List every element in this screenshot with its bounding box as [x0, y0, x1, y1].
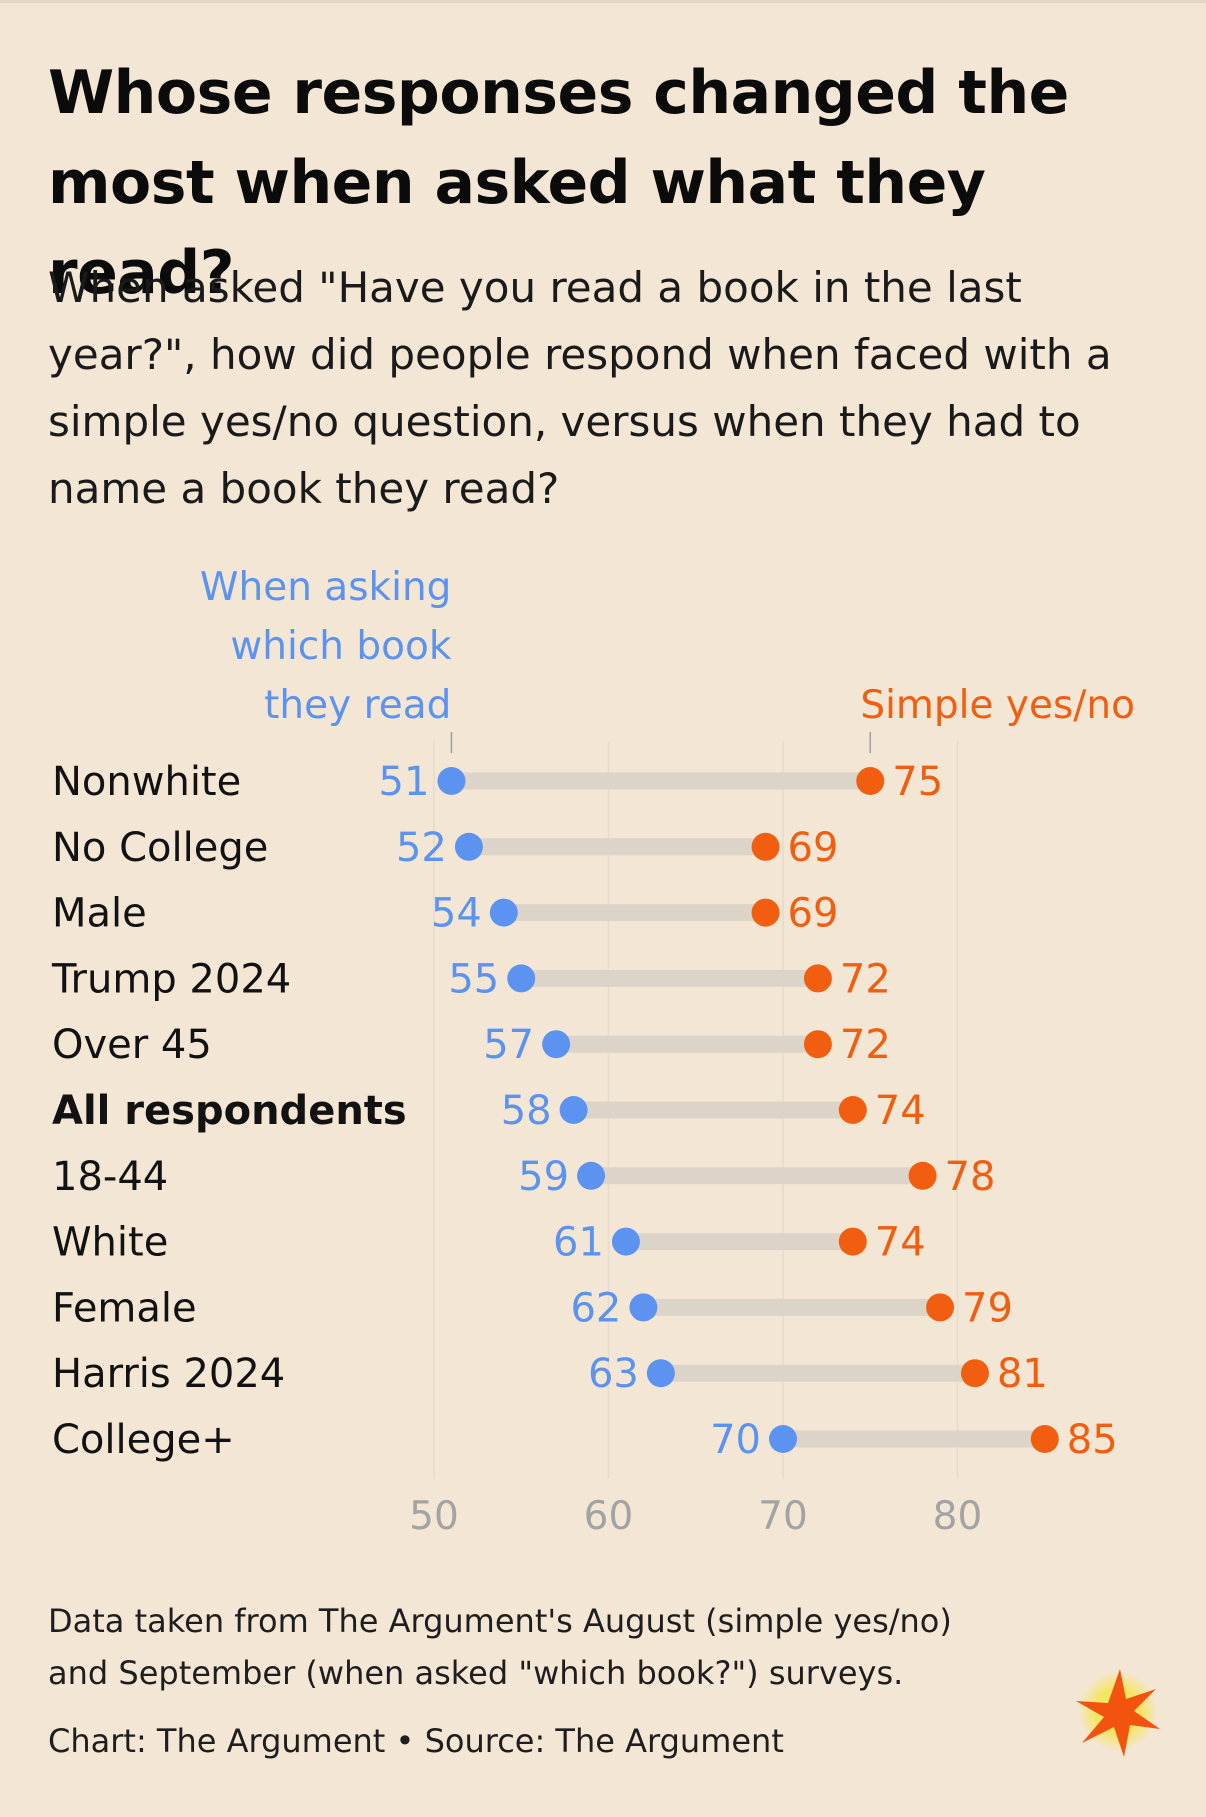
yes-no-value-all-respondents: 74 — [875, 1088, 926, 1134]
yes-no-value-trump-2024: 72 — [840, 956, 891, 1002]
row-label-nonwhite: Nonwhite — [52, 759, 241, 805]
which-book-value-harris-2024: 63 — [588, 1351, 639, 1397]
which-book-value-female: 62 — [570, 1285, 621, 1331]
chart-credit: Chart: The Argument • Source: The Argume… — [48, 1722, 784, 1760]
which-book-dot-nonwhite — [437, 767, 466, 795]
yes-no-dot-white — [838, 1227, 867, 1256]
argument-logo-icon — [1076, 1669, 1160, 1757]
which-book-value-18-44: 59 — [518, 1154, 569, 1200]
yes-no-dot-college- — [1030, 1425, 1059, 1453]
yes-no-value-no-college: 69 — [788, 825, 839, 871]
which-book-dot-no-college — [454, 832, 483, 861]
row-label-white: White — [52, 1220, 168, 1266]
which-book-value-no-college: 52 — [396, 825, 447, 871]
yes-no-value-female: 79 — [962, 1285, 1013, 1331]
yes-no-dot-all-respondents — [838, 1096, 867, 1124]
which-book-value-all-respondents: 58 — [501, 1088, 552, 1134]
legend-label-which-book-line-3: they read — [264, 683, 451, 728]
yes-no-dot-18-44 — [908, 1161, 937, 1190]
which-book-value-over-45: 57 — [483, 1022, 534, 1068]
yes-no-dot-nonwhite — [856, 767, 885, 795]
which-book-dot-trump-2024 — [507, 964, 536, 993]
yes-no-value-18-44: 78 — [945, 1154, 996, 1200]
which-book-dot-college- — [769, 1425, 797, 1453]
yes-no-dot-female — [926, 1293, 955, 1322]
yes-no-dot-over-45 — [803, 1030, 832, 1059]
row-label-harris-2024: Harris 2024 — [52, 1351, 285, 1397]
yes-no-dot-trump-2024 — [803, 964, 832, 993]
legend-label-which-book-line-1: When asking — [200, 565, 452, 610]
chart-subtitle: When asked "Have you read a book in the … — [48, 263, 1112, 513]
yes-no-value-nonwhite: 75 — [892, 759, 943, 805]
row-label-all-respondents: All respondents — [52, 1088, 407, 1134]
row-label-trump-2024: Trump 2024 — [51, 956, 291, 1002]
yes-no-value-male: 69 — [788, 891, 839, 937]
legend-label-which-book-line-2: which book — [230, 624, 451, 669]
dumbbell-chart: When asking which book they read Simple yes… — [51, 565, 1135, 1539]
row-label-female: Female — [52, 1285, 197, 1331]
yes-no-value-white: 74 — [875, 1220, 926, 1266]
chart-title: Whose responses changed the most when as… — [48, 58, 1069, 308]
row-label-over-45: Over 45 — [52, 1022, 212, 1068]
which-book-dot-female — [629, 1293, 658, 1322]
x-tick-label-50: 50 — [409, 1494, 459, 1539]
row-label-college-: College+ — [52, 1417, 235, 1463]
legend-label-yes-no: Simple yes/no — [860, 683, 1135, 728]
which-book-dot-white — [611, 1227, 640, 1256]
yes-no-dot-no-college — [751, 832, 780, 861]
which-book-dot-18-44 — [577, 1161, 606, 1190]
which-book-dot-over-45 — [542, 1030, 571, 1059]
which-book-value-trump-2024: 55 — [448, 956, 499, 1002]
top-divider — [0, 0, 1206, 3]
which-book-dot-all-respondents — [559, 1096, 588, 1124]
which-book-dot-male — [489, 898, 518, 927]
row-label-18-44: 18-44 — [52, 1154, 168, 1200]
which-book-value-white: 61 — [553, 1220, 604, 1266]
yes-no-value-college-: 85 — [1067, 1417, 1118, 1463]
row-label-no-college: No College — [52, 825, 268, 871]
which-book-value-nonwhite: 51 — [379, 759, 430, 805]
yes-no-value-harris-2024: 81 — [997, 1351, 1048, 1397]
which-book-value-college-: 70 — [710, 1417, 761, 1463]
footnote-line-1: Data taken from The Argument's August (s… — [48, 1602, 952, 1640]
footnote-line-2: and September (when asked "which book?")… — [48, 1654, 904, 1692]
yes-no-dot-male — [751, 898, 780, 927]
x-tick-label-70: 70 — [758, 1494, 808, 1539]
which-book-value-male: 54 — [431, 891, 482, 937]
which-book-dot-harris-2024 — [646, 1359, 675, 1388]
yes-no-value-over-45: 72 — [840, 1022, 891, 1068]
x-tick-label-80: 80 — [933, 1494, 983, 1539]
row-label-male: Male — [52, 891, 147, 937]
x-tick-label-60: 60 — [584, 1494, 634, 1539]
yes-no-dot-harris-2024 — [960, 1359, 989, 1388]
footnote: Data taken from The Argument's August (s… — [48, 1595, 1048, 1699]
